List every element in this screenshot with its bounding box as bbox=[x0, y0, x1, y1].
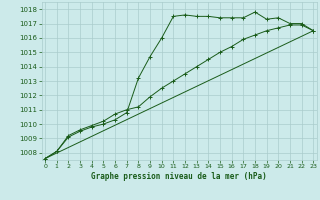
X-axis label: Graphe pression niveau de la mer (hPa): Graphe pression niveau de la mer (hPa) bbox=[91, 172, 267, 181]
